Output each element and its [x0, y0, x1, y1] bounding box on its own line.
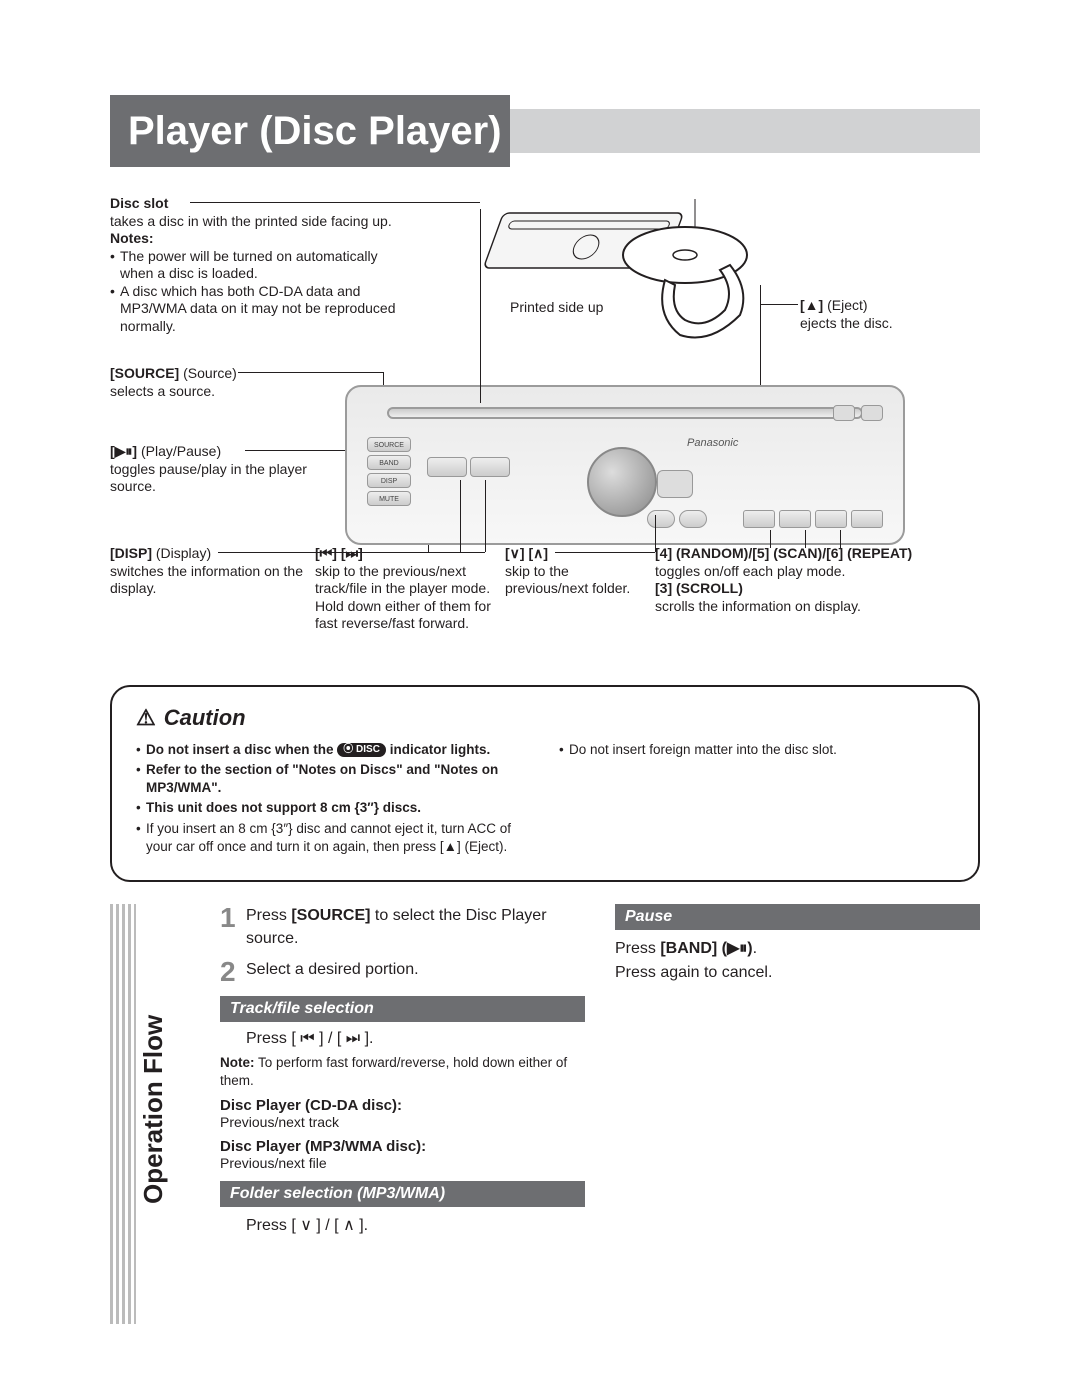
- disp-desc: switches the information on the display.: [110, 563, 310, 598]
- rsr-head: [4] (RANDOM)/[5] (SCAN)/[6] (REPEAT): [655, 545, 912, 561]
- step-2-number: 2: [220, 958, 246, 986]
- playpause-desc: toggles pause/play in the player source.: [110, 461, 330, 496]
- cdda-head: Disc Player (CD-DA disc):: [220, 1097, 585, 1114]
- track-sel-press: Press [ ⏮ ] / [ ⏭ ].: [220, 1030, 585, 1048]
- folder-sel-press: Press [ ∨ ] / [ ∧ ].: [220, 1215, 585, 1235]
- note-2: A disc which has both CD-DA data and MP3…: [110, 283, 410, 336]
- step-1-number: 1: [220, 904, 246, 950]
- track-file-selection-bar: Track/file selection: [220, 996, 585, 1022]
- folder-desc: skip to the previous/next folder.: [505, 563, 645, 598]
- disc-insert-illustration: [470, 195, 810, 345]
- folder-head: [∨] [∧]: [505, 545, 548, 561]
- rsr-desc: toggles on/off each play mode.: [655, 563, 965, 581]
- source-desc: selects a source.: [110, 383, 330, 401]
- diagram-zone: Disc slot takes a disc in with the print…: [110, 195, 980, 675]
- playpause-head: [▶⏸]: [110, 443, 137, 459]
- scroll-desc: scrolls the information on display.: [655, 598, 965, 616]
- caution-title: Caution: [136, 703, 954, 733]
- notes-head: Notes:: [110, 230, 154, 246]
- folder-selection-bar: Folder selection (MP3/WMA): [220, 1181, 585, 1207]
- disc-badge-icon: ⦿ DISC: [337, 743, 386, 757]
- pause-bar: Pause: [615, 904, 980, 930]
- note-1: The power will be turned on automaticall…: [110, 248, 410, 283]
- disc-slot-desc: takes a disc in with the printed side fa…: [110, 213, 410, 231]
- page-title: Player (Disc Player): [128, 109, 502, 154]
- printed-side-label: Printed side up: [510, 299, 603, 317]
- skip-head: [⏮] [⏭]: [315, 545, 363, 561]
- source-head: [SOURCE]: [110, 365, 179, 381]
- mp3-head: Disc Player (MP3/WMA disc):: [220, 1138, 585, 1155]
- disc-slot-head: Disc slot: [110, 195, 168, 211]
- operation-flow-label: Operation Flow: [138, 1015, 169, 1204]
- skip-desc: skip to the previous/next track/file in …: [315, 563, 515, 633]
- scroll-head: [3] (SCROLL): [655, 580, 743, 596]
- eject-head: [▲]: [800, 297, 823, 313]
- disp-head: [DISP]: [110, 545, 152, 561]
- eject-desc: ejects the disc.: [800, 315, 970, 333]
- caution-box: Caution Do not insert a disc when the ⦿ …: [110, 685, 980, 882]
- title-bar: Player (Disc Player): [110, 95, 980, 167]
- stereo-panel-illustration: SOURCEBANDDISPMUTE Panasonic: [345, 385, 905, 545]
- operation-flow: Operation Flow 1 Press [SOURCE] to selec…: [110, 904, 980, 1241]
